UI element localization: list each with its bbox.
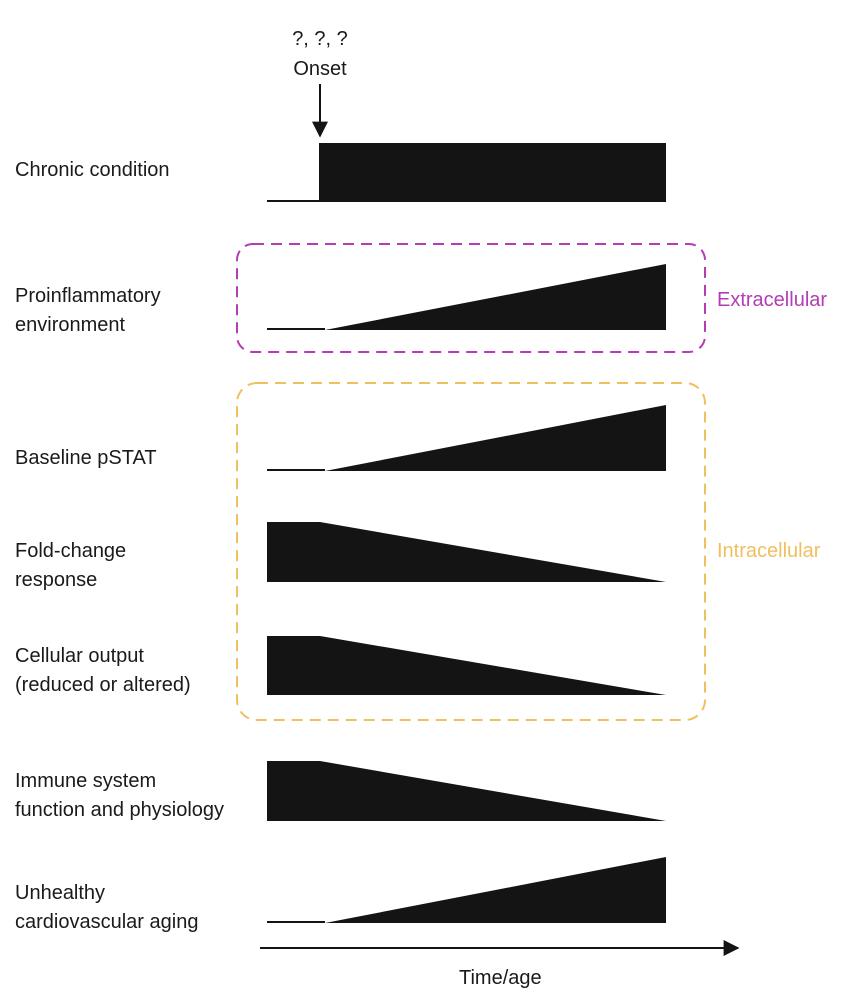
row-label-immune-system-function: Immune system function and physiology xyxy=(15,770,225,821)
proinflammatory-environment-shape xyxy=(267,264,666,330)
immune-system-function-shape xyxy=(267,761,666,821)
row-label-fold-change-response: Fold-change response xyxy=(15,540,127,591)
row-label-unhealthy-cardiovascular-aging: Unhealthy cardiovascular aging xyxy=(15,882,199,933)
extracellular-label: Extracellular xyxy=(717,289,828,311)
unhealthy-cardiovascular-aging-shape xyxy=(267,857,666,923)
chronic-condition-shape xyxy=(267,143,666,202)
extracellular-region-box xyxy=(236,243,706,353)
intracellular-region-box xyxy=(236,382,706,721)
row-label-proinflammatory-environment: Proinflammatory environment xyxy=(15,285,161,336)
fold-change-response-shape xyxy=(267,522,666,582)
row-label-cellular-output: Cellular output (reduced or altered) xyxy=(15,645,191,696)
intracellular-label: Intracellular xyxy=(717,540,821,562)
row-label-baseline-pstat: Baseline pSTAT xyxy=(15,447,157,469)
time-axis-label: Time/age xyxy=(459,967,542,989)
onset-question-marks: ?, ?, ? xyxy=(292,28,348,50)
baseline-pstat-shape xyxy=(267,405,666,471)
cellular-output-shape xyxy=(267,636,666,695)
onset-label: Onset xyxy=(293,58,347,80)
row-label-chronic-condition: Chronic condition xyxy=(15,159,170,181)
